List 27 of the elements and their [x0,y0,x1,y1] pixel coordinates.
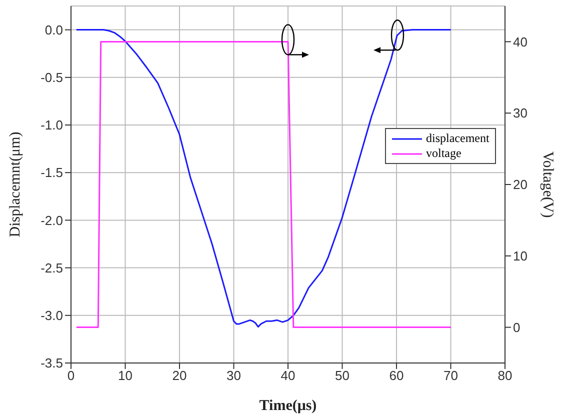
y-tick-label: -1.0 [40,118,63,133]
y-tick-label: -3.0 [40,308,63,324]
x-tick-label: 0 [67,368,75,384]
y-tick-label: -2.5 [40,260,63,276]
y-tick-label: -2.0 [40,212,63,228]
x-tick-label: 70 [444,368,458,384]
y-axis-title: Displacemnt(μm) [7,132,24,238]
legend-label: voltage [426,146,462,161]
y2-tick-label: 10 [513,248,528,264]
x-tick-label: 10 [118,368,132,384]
y-tick-label: 0.0 [44,22,63,38]
x-axis-title: Time(μs) [259,398,317,414]
y2-axis-title: Voltage(V) [540,151,556,218]
x-tick-label: 50 [335,368,350,384]
y-tick-label: -3.5 [40,356,63,371]
y-tick-label: -0.5 [40,70,63,86]
y2-tick-label: 20 [513,177,528,192]
y2-tick-label: 40 [513,34,528,50]
legend-label: displacement [426,131,490,146]
x-tick-label: 60 [389,368,404,384]
x-tick-label: 20 [172,368,187,384]
x-tick-label: 30 [226,368,241,384]
x-tick-label: 80 [498,368,512,384]
x-tick-label: 40 [280,368,296,384]
y-tick-label: -1.5 [40,165,63,180]
y2-tick-label: 0 [513,320,520,335]
y2-tick-label: 30 [513,106,528,121]
